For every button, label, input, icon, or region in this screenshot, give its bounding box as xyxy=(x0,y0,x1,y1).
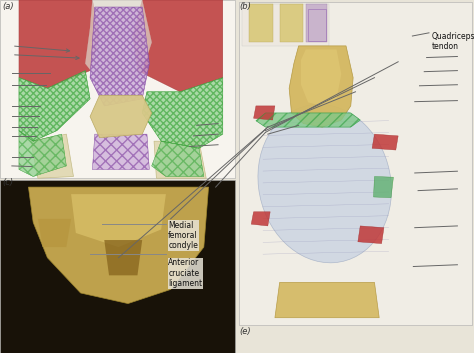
FancyBboxPatch shape xyxy=(0,0,235,178)
Text: (a): (a) xyxy=(2,2,14,11)
Polygon shape xyxy=(372,134,398,150)
Polygon shape xyxy=(306,4,327,42)
Ellipse shape xyxy=(258,104,392,263)
Polygon shape xyxy=(92,134,149,169)
Polygon shape xyxy=(275,282,379,318)
Polygon shape xyxy=(254,106,275,120)
Text: (c): (c) xyxy=(2,178,13,187)
Polygon shape xyxy=(152,141,204,176)
Polygon shape xyxy=(256,113,360,127)
Polygon shape xyxy=(90,95,152,138)
Polygon shape xyxy=(19,131,66,176)
Polygon shape xyxy=(31,134,73,178)
Polygon shape xyxy=(71,194,166,247)
Text: Medial
femoral
condyle: Medial femoral condyle xyxy=(168,221,198,250)
Polygon shape xyxy=(289,46,353,127)
Polygon shape xyxy=(249,4,273,42)
Text: Anterior
cruciate
ligament: Anterior cruciate ligament xyxy=(168,258,202,288)
Polygon shape xyxy=(301,49,341,106)
Polygon shape xyxy=(280,4,303,42)
Text: Quadriceps
tendon: Quadriceps tendon xyxy=(431,32,474,51)
Text: (e): (e) xyxy=(239,327,251,335)
Polygon shape xyxy=(90,7,149,106)
Polygon shape xyxy=(154,141,206,178)
FancyBboxPatch shape xyxy=(242,4,329,46)
Polygon shape xyxy=(358,226,384,244)
FancyBboxPatch shape xyxy=(239,2,472,325)
Polygon shape xyxy=(133,0,223,92)
Polygon shape xyxy=(38,219,71,247)
Polygon shape xyxy=(251,212,270,226)
Polygon shape xyxy=(374,176,393,198)
Text: (b): (b) xyxy=(239,2,251,11)
Polygon shape xyxy=(142,78,223,148)
Polygon shape xyxy=(19,0,100,88)
Polygon shape xyxy=(85,0,152,85)
Polygon shape xyxy=(28,187,209,304)
FancyBboxPatch shape xyxy=(0,180,235,353)
Polygon shape xyxy=(19,71,90,141)
Polygon shape xyxy=(104,240,142,275)
